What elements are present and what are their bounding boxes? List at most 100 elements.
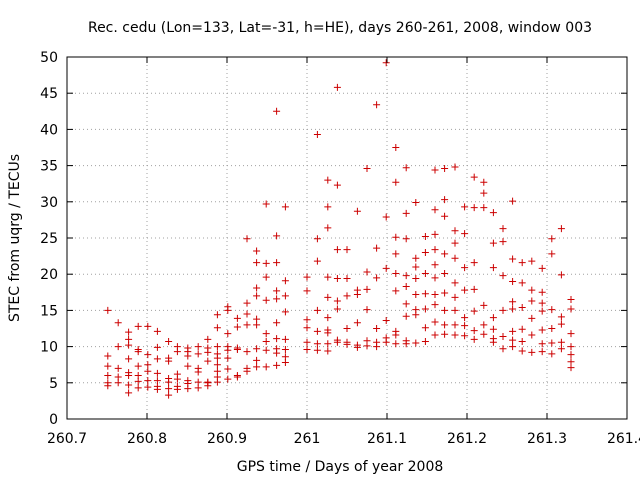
data-point (144, 361, 152, 369)
data-point (461, 203, 469, 211)
data-point (567, 296, 575, 304)
data-point (382, 264, 390, 272)
data-point (204, 382, 212, 390)
data-point (451, 293, 459, 301)
data-point (509, 343, 517, 351)
data-point (253, 292, 261, 300)
data-point (144, 367, 152, 375)
data-point (165, 378, 173, 386)
data-point (303, 273, 311, 281)
x-tick-label: 261.1 (367, 431, 407, 447)
data-point (125, 372, 133, 380)
data-point (431, 261, 439, 269)
data-point (165, 338, 173, 346)
data-point (412, 339, 420, 347)
tick-labels: 260.7 260.8 260.9 261 261.1 261.2 261.3 261.4 0 5… (40, 50, 640, 447)
data-point (392, 269, 400, 277)
data-point (557, 345, 565, 353)
data-point (567, 330, 575, 338)
data-point (233, 373, 241, 381)
data-point (431, 301, 439, 309)
data-point (333, 275, 341, 283)
data-point (343, 325, 351, 332)
x-tick-label: 261.3 (527, 431, 567, 447)
data-point (412, 275, 420, 283)
data-point (441, 306, 449, 314)
data-point (125, 381, 133, 389)
data-point (489, 338, 497, 346)
data-point (499, 306, 507, 314)
data-point (333, 338, 341, 346)
data-point (262, 259, 270, 267)
x-tick-label: 261.2 (447, 431, 487, 447)
data-point (153, 327, 161, 335)
data-point (313, 340, 321, 348)
data-point (333, 181, 341, 189)
data-point (470, 204, 478, 212)
data-points (104, 59, 575, 399)
data-point (412, 311, 420, 319)
data-point (224, 330, 232, 338)
data-point (104, 382, 112, 390)
data-point (402, 164, 410, 172)
data-point (353, 343, 361, 351)
data-point (557, 271, 565, 279)
data-point (114, 319, 122, 327)
data-point (125, 355, 133, 363)
data-point (253, 363, 261, 371)
data-point (489, 264, 497, 272)
data-point (412, 254, 420, 262)
data-point (499, 238, 507, 246)
data-point (509, 336, 517, 344)
y-tick-label: 40 (40, 122, 58, 138)
data-point (262, 330, 270, 338)
data-point (204, 357, 212, 365)
data-point (313, 346, 321, 354)
x-tick-label: 260.7 (47, 431, 87, 447)
data-point (194, 384, 202, 392)
data-point (392, 287, 400, 295)
data-point (324, 224, 332, 232)
data-point (382, 317, 390, 325)
data-point (441, 196, 449, 204)
data-point (114, 379, 122, 387)
data-point (281, 345, 289, 353)
data-point (557, 338, 565, 346)
chart-title: Rec. cedu (Lon=133, Lat=-31, h=HE), days… (88, 20, 592, 36)
data-point (567, 351, 575, 359)
data-point (253, 247, 261, 255)
data-point (313, 235, 321, 243)
data-point (173, 348, 181, 356)
data-point (402, 312, 410, 320)
data-point (451, 331, 459, 339)
data-point (392, 340, 400, 348)
data-point (194, 343, 202, 351)
data-point (273, 287, 281, 295)
data-point (528, 257, 536, 265)
data-point (451, 279, 459, 287)
data-point (461, 230, 469, 238)
data-point (324, 273, 332, 281)
data-point (548, 250, 556, 258)
data-point (104, 372, 112, 380)
data-point (104, 306, 112, 314)
data-point (243, 321, 251, 329)
data-point (184, 352, 192, 360)
data-point (213, 354, 221, 362)
data-point (224, 306, 232, 314)
data-point (461, 314, 469, 322)
data-point (489, 239, 497, 247)
x-tick-label: 260.8 (127, 431, 167, 447)
data-point (262, 273, 270, 281)
x-tick-label: 260.9 (207, 431, 247, 447)
data-point (363, 285, 371, 293)
data-point (224, 375, 232, 383)
data-point (194, 350, 202, 358)
data-point (461, 332, 469, 340)
data-point (470, 259, 478, 267)
data-point (204, 335, 212, 343)
data-point (213, 311, 221, 319)
data-point (421, 290, 429, 298)
data-point (343, 246, 351, 254)
data-point (441, 269, 449, 277)
